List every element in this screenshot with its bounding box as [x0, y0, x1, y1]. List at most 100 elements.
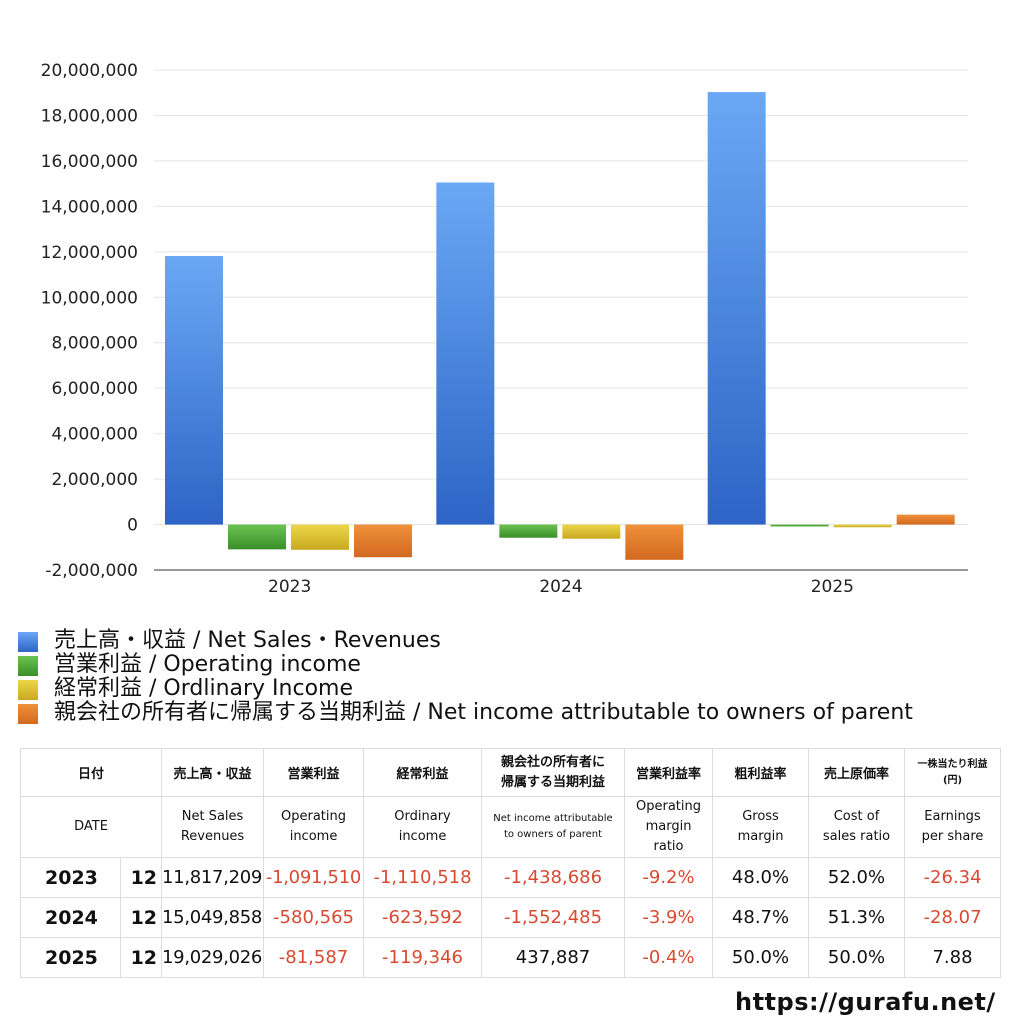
- y-tick-label: 4,000,000: [51, 425, 138, 445]
- financial-data-table: 日付 売上高・収益 営業利益 経常利益 親会社の所有者に 帰属する当期利益 営業…: [19, 748, 1002, 978]
- cell-op: -1,091,510: [263, 857, 365, 898]
- x-axis-ticks: 2023 2024 2025: [268, 577, 854, 597]
- y-axis-ticks: -2,000,000 0 2,000,000 4,000,000 6,000,000 8,…: [41, 61, 138, 581]
- header-cost-jp: 売上原価率: [808, 748, 906, 797]
- header-cost-en-line2: sales ratio: [822, 829, 891, 844]
- header-cost-en: Cost of sales ratio: [808, 796, 906, 858]
- header-ord-en-line1: Ordinary: [394, 809, 451, 824]
- header-sales-en: Net Sales Revenues: [161, 796, 265, 858]
- y-tick-label: 14,000,000: [41, 197, 138, 217]
- table-row: 2025 12 19,029,026 -81,587 -119,346 437,…: [20, 937, 1002, 978]
- cell-month: 12: [119, 937, 163, 978]
- cell-net: -1,438,686: [481, 857, 626, 898]
- header-op-en: Operating income: [263, 796, 365, 858]
- cell-cost: 50.0%: [808, 937, 906, 978]
- header-net-jp-line1: 親会社の所有者に: [501, 754, 606, 770]
- header-opm-jp: 営業利益率: [624, 748, 714, 797]
- bar-net-income-2023: [354, 524, 412, 558]
- header-eps-en-line2: per share: [921, 829, 984, 844]
- cell-month: 12: [119, 897, 163, 938]
- y-tick-label: 18,000,000: [41, 106, 138, 126]
- legend-swatch-sales: [18, 632, 38, 652]
- header-eps-jp: 一株当たり利益 (円): [904, 748, 1002, 797]
- cell-ord: -623,592: [363, 897, 483, 938]
- header-net-jp: 親会社の所有者に 帰属する当期利益: [481, 748, 626, 797]
- bar-operating-2025: [770, 524, 829, 527]
- cell-opm: -9.2%: [624, 857, 714, 898]
- header-eps-en-line1: Earnings: [924, 809, 981, 824]
- x-tick-label: 2025: [811, 577, 854, 597]
- bars: [165, 92, 955, 560]
- table-header-en: DATE Net Sales Revenues Operating income…: [19, 796, 1002, 858]
- table-header-jp: 日付 売上高・収益 営業利益 経常利益 親会社の所有者に 帰属する当期利益 営業…: [19, 748, 1002, 797]
- bar-ordinary-2023: [291, 524, 349, 550]
- bar-operating-2023: [228, 524, 286, 550]
- cell-cost: 51.3%: [808, 897, 906, 938]
- cell-ord: -119,346: [363, 937, 483, 978]
- cell-ord: -1,110,518: [363, 857, 483, 898]
- y-tick-label: 10,000,000: [41, 288, 138, 308]
- bar-chart: -2,000,000 0 2,000,000 4,000,000 6,000,000 8,…: [41, 61, 968, 597]
- x-tick-label: 2023: [268, 577, 311, 597]
- header-eps-en: Earnings per share: [904, 796, 1002, 858]
- cell-sales: 15,049,858: [161, 897, 265, 938]
- gridlines: [154, 69, 968, 526]
- y-tick-label: -2,000,000: [45, 561, 138, 581]
- header-net-en-line1: Net income attributable: [493, 813, 613, 824]
- header-net-en: Net income attributable to owners of par…: [481, 796, 626, 858]
- header-op-en-line1: Operating: [281, 809, 347, 824]
- cell-eps: -26.34: [904, 857, 1002, 898]
- cell-net: 437,887: [481, 937, 626, 978]
- bar-ordinary-2024: [562, 524, 621, 539]
- header-op-jp: 営業利益: [263, 748, 365, 797]
- header-net-jp-line2: 帰属する当期利益: [501, 774, 606, 790]
- cell-year: 2023: [20, 857, 121, 898]
- header-opm-en-line3: ratio: [653, 839, 684, 854]
- legend-swatch-ordinary: [18, 680, 38, 700]
- legend-label-operating: 営業利益 / Operating income: [54, 652, 361, 677]
- header-date-jp: 日付: [19, 748, 163, 797]
- y-tick-label: 2,000,000: [51, 470, 138, 490]
- y-tick-label: 0: [127, 516, 138, 536]
- cell-net: -1,552,485: [481, 897, 626, 938]
- header-opm-en: Operating margin ratio: [624, 796, 714, 858]
- table-row: 2024 12 15,049,858 -580,565 -623,592 -1,…: [20, 897, 1002, 938]
- header-ord-en-line2: income: [398, 829, 447, 844]
- table-row: 2023 12 11,817,209 -1,091,510 -1,110,518…: [20, 857, 1002, 898]
- y-tick-label: 20,000,000: [41, 61, 138, 81]
- cell-gm: 48.7%: [712, 897, 810, 938]
- cell-year: 2024: [20, 897, 121, 938]
- cell-op: -580,565: [263, 897, 365, 938]
- header-gm-jp: 粗利益率: [712, 748, 810, 797]
- cell-sales: 11,817,209: [161, 857, 265, 898]
- bar-net-income-2025: [896, 514, 955, 525]
- header-gm-en-line2: margin: [737, 829, 784, 844]
- y-tick-label: 12,000,000: [41, 243, 138, 263]
- cell-sales: 19,029,026: [161, 937, 265, 978]
- site-url: https://gurafu.net/: [735, 988, 996, 1016]
- y-tick-label: 8,000,000: [51, 334, 138, 354]
- cell-op: -81,587: [263, 937, 365, 978]
- y-tick-label: 6,000,000: [51, 379, 138, 399]
- header-sales-en-line1: Net Sales: [181, 809, 244, 824]
- legend-label-ordinary: 経常利益 / Ordlinary Income: [54, 676, 353, 701]
- cell-opm: -3.9%: [624, 897, 714, 938]
- cell-gm: 48.0%: [712, 857, 810, 898]
- header-ord-en: Ordinary income: [363, 796, 483, 858]
- legend-swatch-net-income: [18, 704, 38, 724]
- cell-cost: 52.0%: [808, 857, 906, 898]
- cell-eps: 7.88: [904, 937, 1002, 978]
- bar-net-income-2024: [625, 524, 684, 560]
- y-tick-label: 16,000,000: [41, 152, 138, 172]
- cell-month: 12: [119, 857, 163, 898]
- cell-year: 2025: [20, 937, 121, 978]
- x-tick-label: 2024: [539, 577, 582, 597]
- header-net-en-line2: to owners of parent: [503, 829, 603, 840]
- header-opm-en-line2: margin: [645, 819, 692, 834]
- cell-opm: -0.4%: [624, 937, 714, 978]
- bar-sales-2023: [165, 255, 223, 525]
- header-opm-en-line1: Operating: [636, 799, 702, 814]
- bar-sales-2024: [436, 182, 495, 525]
- header-eps-jp-line1: 一株当たり利益: [917, 758, 988, 770]
- header-sales-en-line2: Revenues: [180, 829, 245, 844]
